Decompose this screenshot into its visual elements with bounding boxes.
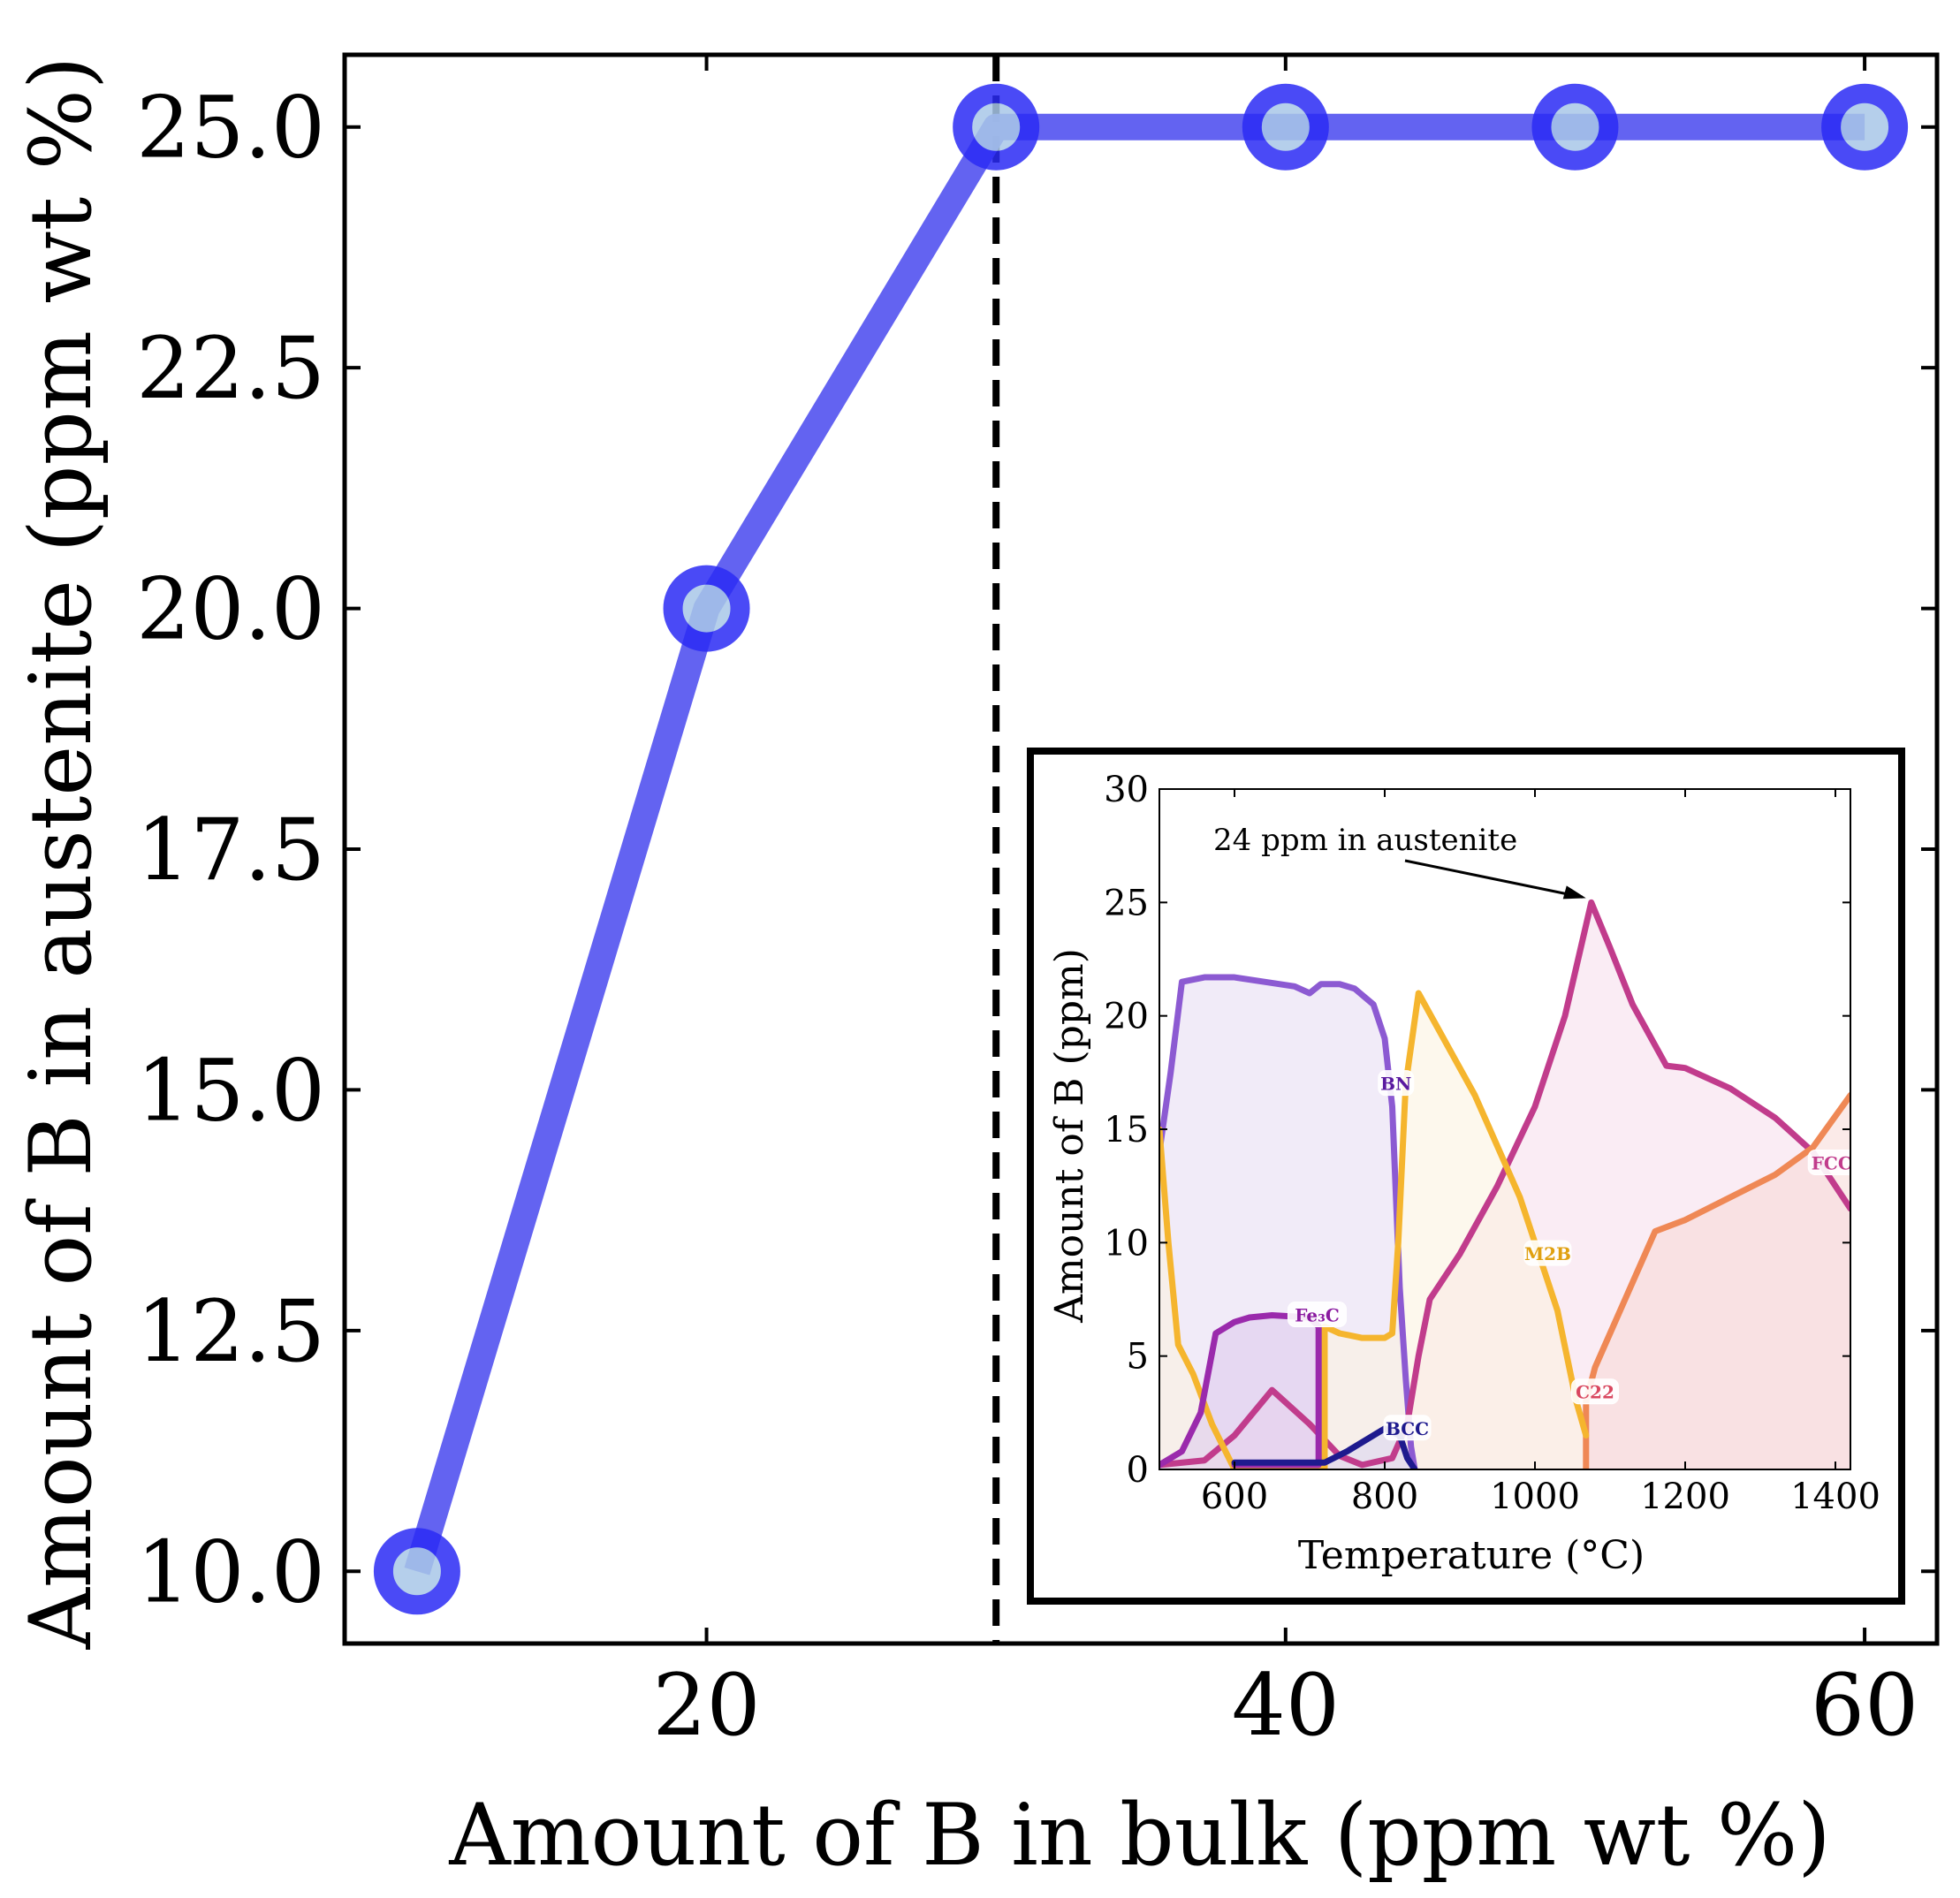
inset-series-label-c22: C22 [1576,1382,1614,1403]
x-tick-label: 20 [652,1656,760,1755]
inset-x-tick-label: 1000 [1490,1477,1580,1517]
inset-label-bg [1571,1378,1619,1405]
inset-y-axis-label: Amount of B (ppm) [1047,948,1092,1324]
y-tick-label: 10.0 [136,1522,325,1621]
main-x-axis-label: Amount of B in bulk (ppm wt %) [448,1786,1830,1885]
inset-label-bg [1383,1415,1432,1441]
y-tick-label: 17.5 [136,801,325,900]
inset-annotation-arrowhead [1562,885,1586,900]
data-point [1821,83,1909,171]
inset-annotation-arrow [1404,859,1584,899]
main-y-axis-label: Amount of B in austenite (ppm wt %) [11,57,110,1651]
inset-label-bg [1523,1240,1572,1266]
data-point [663,565,750,652]
y-tick-label: 15.0 [136,1041,325,1140]
inset-x-axis-label: Temperature (°C) [1298,1533,1645,1578]
inset-line-fcc [1159,899,1850,1469]
inset-series-label-fcc: FCC [1812,1153,1852,1174]
inset-y-tick-label: 25 [1104,883,1149,923]
inset-y-tick-label: 5 [1127,1337,1149,1378]
inset-y-tick-label: 0 [1127,1450,1149,1491]
inset-line-fe3c [1159,1311,1322,1469]
x-tick-label: 40 [1232,1656,1340,1755]
inset-label-bg [1378,1070,1415,1097]
inset-series-label-m2b: M2B [1524,1243,1571,1264]
y-tick-label: 22.5 [136,319,325,418]
inset-label-bg [1807,1150,1856,1175]
data-point [1531,83,1619,171]
inset-line-bcc [1231,1425,1418,1469]
data-point [373,1528,460,1615]
inset-label-bg [1288,1301,1347,1327]
y-tick-label: 25.0 [136,79,325,178]
y-tick-label: 20.0 [136,560,325,659]
inset-line-bn [1159,974,1418,1469]
series-line [404,113,1865,1575]
inset-fill-fe3c [1159,1315,1319,1469]
inset-annotation-text: 24 ppm in austenite [1213,823,1517,858]
inset-x-tick-label: 600 [1201,1477,1268,1517]
inset-plot-area [1159,899,1850,1469]
inset-chart: BN FCC C22 M2B Fe₃C BCC 600 800 1000 1200 1400 0 5 10… [1104,770,1880,1517]
inset-series-label-bcc: BCC [1386,1418,1429,1439]
x-tick-label: 60 [1811,1656,1918,1755]
inset-y-tick-label: 30 [1104,770,1149,810]
inset-x-tick-label: 800 [1351,1477,1418,1517]
y-tick-label: 12.5 [136,1282,325,1381]
inset-y-tick-label: 10 [1104,1223,1149,1264]
inset-y-tick-label: 15 [1104,1110,1149,1150]
inset-y-tick-label: 20 [1104,997,1149,1037]
inset-series-label-fe3c: Fe₃C [1295,1304,1340,1325]
inset-x-tick-label: 1200 [1640,1477,1730,1517]
inset-line-m2b [1159,990,1590,1469]
data-point [953,83,1040,171]
inset-fill-c22 [1585,1095,1850,1469]
data-point [1242,83,1329,171]
main-chart: 20 40 60 10.0 12.5 15.0 17.5 20.0 22.5 25.0 [136,52,1940,1755]
inset-x-tick-label: 1400 [1790,1477,1880,1517]
inset-series-label-bn: BN [1380,1074,1411,1095]
